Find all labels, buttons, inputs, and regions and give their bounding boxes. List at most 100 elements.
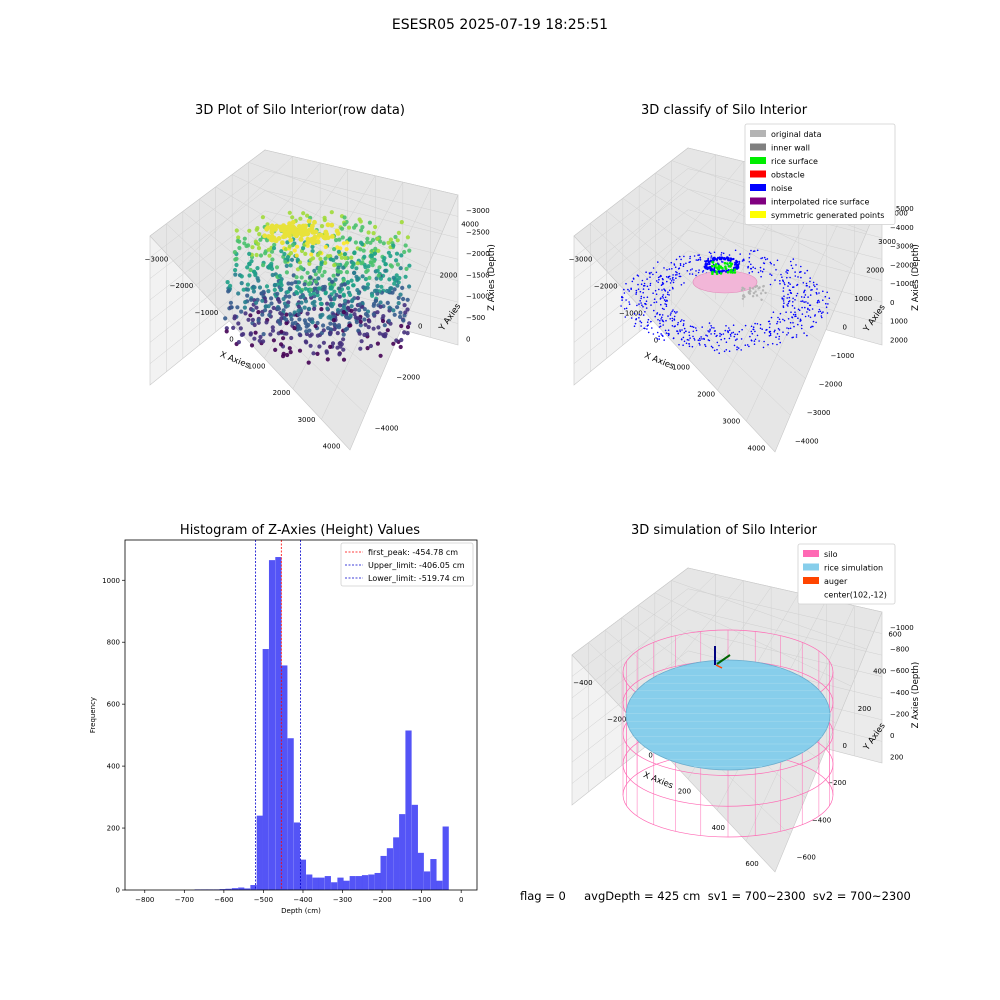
data-point — [272, 282, 277, 288]
figure-suptitle: ESESR05 2025-07-19 18:25:51 — [391, 17, 609, 33]
noise-point — [786, 297, 788, 299]
data-point — [349, 308, 354, 313]
data-point — [333, 277, 338, 282]
noise-point — [748, 253, 751, 255]
noise-point — [699, 339, 701, 342]
data-point — [270, 328, 276, 333]
original-point — [764, 291, 767, 295]
tick-label: −3000 — [466, 207, 490, 215]
noise-point — [662, 283, 665, 285]
noise-point — [801, 306, 803, 309]
data-point — [398, 292, 403, 297]
noise-point — [672, 337, 675, 340]
grid-line — [606, 210, 806, 379]
noise-point — [709, 267, 713, 270]
data-point — [303, 286, 308, 291]
data-point — [328, 257, 334, 262]
noise-point — [650, 304, 652, 306]
data-point — [316, 286, 322, 291]
data-point — [297, 348, 303, 353]
data-point — [279, 329, 284, 334]
data-point — [237, 239, 242, 244]
noise-point — [663, 308, 665, 311]
noise-point — [676, 330, 679, 333]
y-tick-label: 200 — [107, 825, 120, 833]
tick-label: 2000 — [440, 272, 458, 280]
data-point — [305, 270, 310, 275]
data-point — [358, 323, 363, 328]
tick-label: 0 — [229, 336, 233, 344]
noise-point — [693, 337, 695, 340]
data-point — [271, 246, 277, 251]
noise-point — [704, 260, 708, 263]
grid-line — [264, 230, 459, 281]
tick-label: −2000 — [170, 282, 194, 290]
rice-surface-point — [723, 261, 727, 265]
noise-point — [688, 343, 690, 345]
noise-point — [676, 274, 678, 276]
grid-line — [264, 190, 459, 239]
noise-point — [650, 320, 652, 323]
data-point — [257, 338, 262, 343]
data-point — [235, 305, 240, 310]
noise-point — [679, 264, 682, 267]
noise-point — [822, 299, 824, 302]
noise-point — [720, 338, 722, 341]
data-point — [329, 222, 335, 228]
noise-point — [712, 258, 716, 261]
data-point — [231, 325, 236, 330]
tick-label: 600 — [745, 860, 758, 868]
noise-point — [800, 319, 802, 322]
noise-point — [628, 301, 630, 303]
data-point — [236, 235, 241, 240]
interpolated-surface — [692, 270, 758, 294]
noise-point — [810, 326, 812, 329]
histogram-bar — [268, 560, 276, 890]
data-point — [343, 298, 348, 303]
noise-point — [674, 274, 677, 276]
noise-point — [789, 321, 792, 324]
rice-surface-point — [710, 264, 714, 268]
noise-point — [759, 327, 762, 330]
noise-point — [637, 283, 639, 286]
noise-point — [718, 352, 720, 355]
data-point — [341, 265, 346, 270]
data-point — [403, 243, 408, 248]
data-point — [302, 305, 307, 310]
tick-label: −600 — [890, 667, 909, 675]
histogram-bar — [349, 876, 356, 890]
noise-point — [657, 261, 659, 263]
noise-point — [797, 323, 799, 326]
tick-label: −1000 — [890, 280, 914, 288]
data-point — [349, 255, 354, 260]
legend-swatch — [803, 590, 819, 598]
noise-point — [791, 316, 794, 319]
noise-point — [635, 291, 638, 294]
data-point — [335, 269, 340, 274]
noise-point — [656, 331, 659, 334]
noise-point — [681, 319, 683, 321]
data-point — [362, 317, 367, 322]
data-point — [310, 223, 315, 229]
noise-point — [639, 290, 642, 293]
legend-label: rice simulation — [824, 564, 883, 573]
noise-point — [688, 345, 691, 348]
noise-point — [652, 292, 654, 295]
data-point — [266, 289, 271, 294]
data-point — [276, 318, 281, 323]
data-point — [242, 236, 247, 241]
data-point — [377, 265, 382, 270]
noise-point — [787, 302, 790, 305]
noise-point — [776, 343, 778, 346]
noise-point — [789, 283, 791, 286]
tick-label: 3000 — [298, 416, 316, 424]
noise-point — [653, 298, 656, 301]
data-point — [382, 323, 387, 328]
data-point — [399, 220, 404, 225]
noise-point — [798, 309, 801, 312]
data-point — [281, 351, 286, 356]
noise-point — [675, 312, 677, 314]
noise-point — [664, 329, 667, 332]
data-point — [395, 305, 400, 310]
noise-point — [658, 338, 660, 340]
